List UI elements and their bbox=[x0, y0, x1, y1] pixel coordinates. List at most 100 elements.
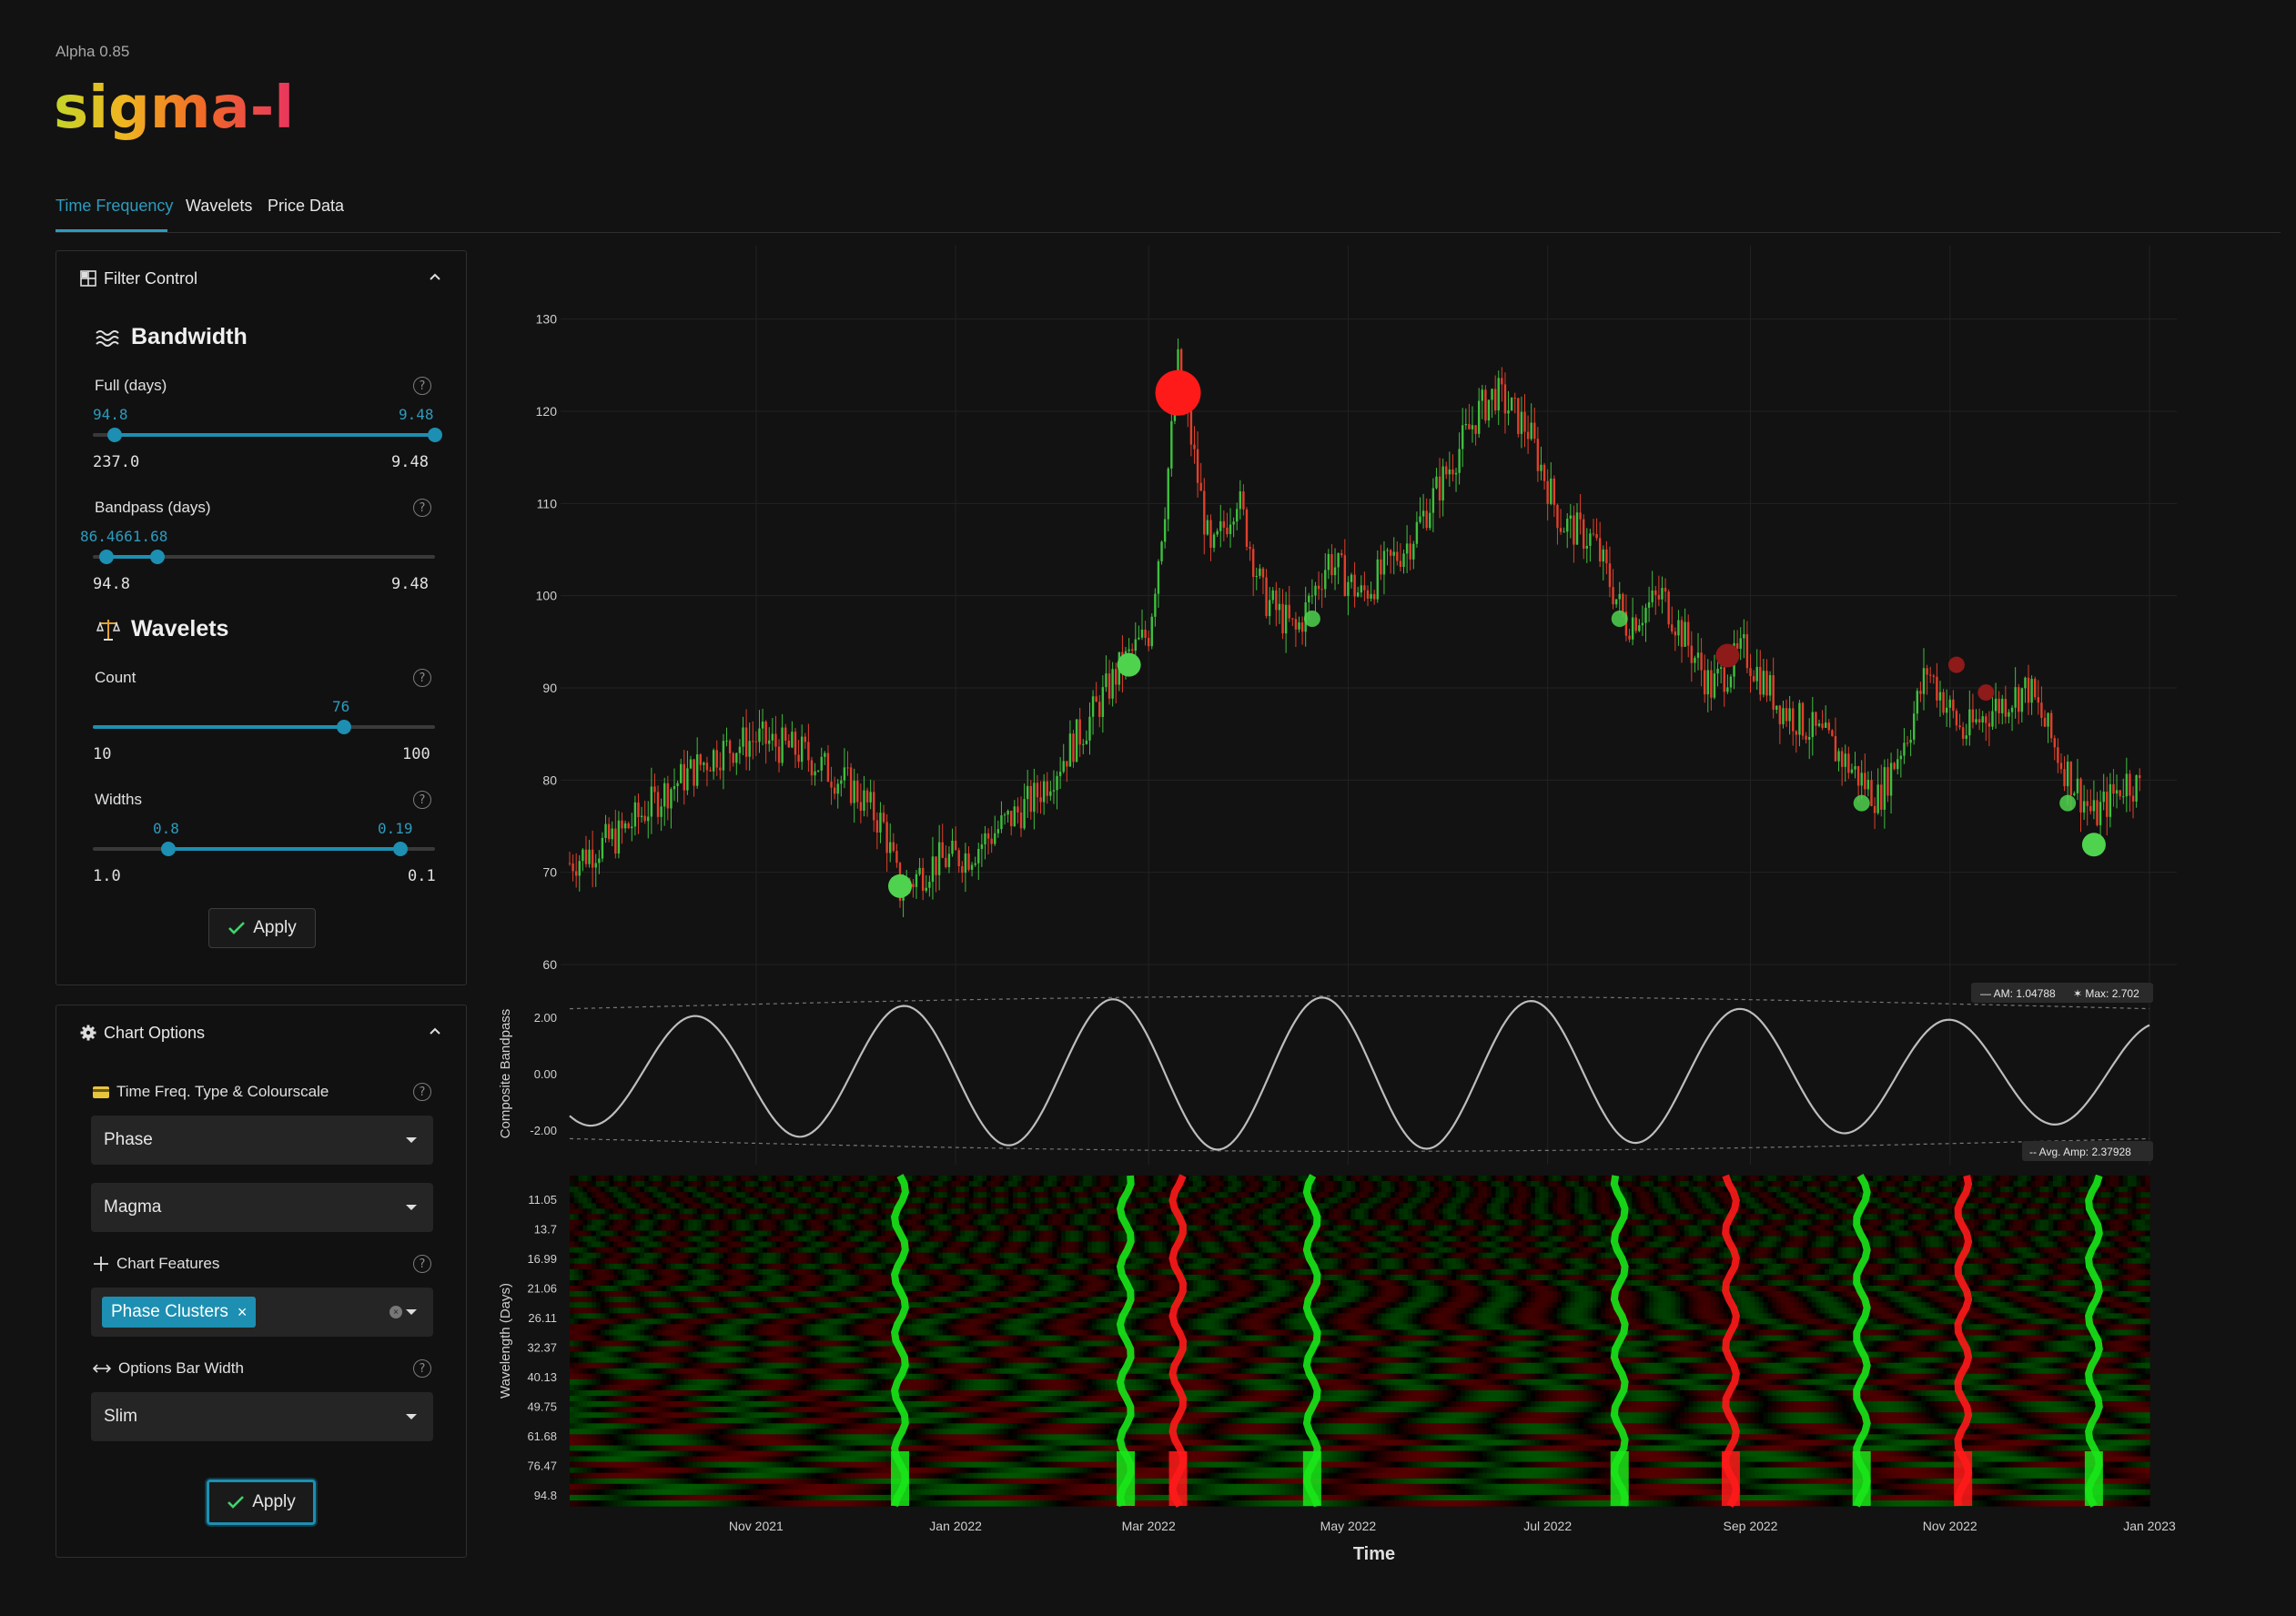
clear-icon[interactable]: × bbox=[389, 1306, 402, 1318]
candle-body bbox=[935, 856, 936, 875]
heatmap-cell bbox=[2070, 1187, 2075, 1193]
tab-time-frequency[interactable]: Time Frequency bbox=[56, 197, 173, 216]
help-icon[interactable]: ? bbox=[413, 377, 431, 395]
heatmap-cell bbox=[1781, 1176, 1785, 1182]
chart-options-header[interactable]: Chart Options bbox=[80, 1022, 205, 1044]
candle-body bbox=[945, 858, 946, 867]
help-icon[interactable]: ? bbox=[413, 1255, 431, 1273]
heatmap-cell bbox=[693, 1176, 697, 1182]
candle-body bbox=[723, 741, 724, 770]
tab-wavelets[interactable]: Wavelets bbox=[186, 197, 252, 216]
heatmap-cell bbox=[1421, 1181, 1426, 1187]
heatmap-cell bbox=[1320, 1181, 1325, 1187]
heatmap-cell bbox=[1776, 1187, 1781, 1193]
heatmap-cell bbox=[784, 1181, 789, 1187]
heatmap-cell bbox=[635, 1176, 640, 1182]
heatmap-cell bbox=[1210, 1176, 1215, 1182]
plus-icon bbox=[93, 1256, 109, 1272]
phase-cluster-marker bbox=[1854, 795, 1870, 812]
heatmap-cell bbox=[1974, 1176, 1978, 1182]
heatmap-cell bbox=[1540, 1187, 1544, 1193]
heatmap-cell bbox=[1465, 1176, 1470, 1182]
bandpass-thumb-min[interactable] bbox=[99, 550, 114, 564]
chart-options-apply-button[interactable]: Apply bbox=[207, 1480, 316, 1525]
candle-body bbox=[700, 754, 702, 765]
candle-body bbox=[1049, 792, 1051, 796]
heatmap-cell bbox=[1473, 1176, 1478, 1182]
candle-body bbox=[1478, 401, 1480, 434]
heatmap-cell bbox=[1535, 1181, 1540, 1187]
tf-type-select[interactable]: Phase bbox=[91, 1116, 433, 1165]
heatmap-cell bbox=[622, 1192, 627, 1198]
candle-body bbox=[1086, 741, 1087, 744]
chart-features-multiselect[interactable]: Phase Clusters × × bbox=[91, 1288, 433, 1337]
colourscale-select[interactable]: Magma bbox=[91, 1183, 433, 1232]
heatmap-cell bbox=[570, 1187, 574, 1193]
widths-thumb-max[interactable] bbox=[393, 842, 408, 856]
am-label: — AM: 1.04788 bbox=[1980, 987, 2056, 1000]
chevron-up-icon[interactable] bbox=[428, 269, 442, 284]
heatmap-cell bbox=[2145, 1181, 2149, 1187]
candle-body bbox=[965, 853, 966, 873]
heatmap-cell bbox=[1333, 1176, 1338, 1182]
heatmap-cell bbox=[1790, 1187, 1795, 1193]
heatmap-cell bbox=[583, 1176, 588, 1182]
heatmap-cell bbox=[1829, 1181, 1834, 1187]
heatmap-cell bbox=[609, 1181, 613, 1187]
candle-body bbox=[1511, 398, 1512, 410]
heatmap-cell bbox=[1926, 1176, 1930, 1182]
heatmap-cell bbox=[1395, 1181, 1400, 1187]
heatmap-cell bbox=[2123, 1181, 2128, 1187]
bandpass-days-slider[interactable] bbox=[93, 548, 435, 566]
time-frequency-chart[interactable]: — AM: 1.04788 ✶ Max: 2.702-- Avg. Amp: 2.… bbox=[482, 246, 2193, 1583]
heatmap-cell bbox=[1921, 1176, 1926, 1182]
help-icon[interactable]: ? bbox=[413, 669, 431, 687]
heatmap-cell bbox=[1807, 1176, 1812, 1182]
candle-body bbox=[1295, 619, 1297, 629]
heatmap-cell bbox=[1136, 1187, 1140, 1193]
widths-slider[interactable] bbox=[93, 840, 435, 858]
candle-body bbox=[1491, 389, 1492, 399]
help-icon[interactable]: ? bbox=[413, 1359, 431, 1378]
help-icon[interactable]: ? bbox=[413, 791, 431, 809]
heatmap-cell bbox=[745, 1176, 750, 1182]
heatmap-cell bbox=[1290, 1181, 1294, 1187]
bandpass-thumb-max[interactable] bbox=[150, 550, 165, 564]
heatmap-cell bbox=[2137, 1176, 2141, 1182]
heatmap-cell bbox=[1482, 1176, 1487, 1182]
heatmap-cell bbox=[1198, 1187, 1202, 1193]
candle-body bbox=[1929, 674, 1931, 675]
candle-body bbox=[729, 741, 731, 753]
filter-control-header[interactable]: Filter Control bbox=[80, 268, 197, 289]
bar-width-select[interactable]: Slim bbox=[91, 1392, 433, 1441]
heatmap-cell bbox=[969, 1181, 974, 1187]
heatmap-cell bbox=[1930, 1176, 1935, 1182]
count-slider[interactable] bbox=[93, 718, 435, 736]
count-thumb[interactable] bbox=[337, 720, 351, 734]
full-days-thumb-min[interactable] bbox=[107, 428, 122, 442]
heatmap-cell bbox=[723, 1181, 728, 1187]
candle-body bbox=[1837, 752, 1839, 762]
heatmap-cell bbox=[1470, 1187, 1474, 1193]
help-icon[interactable]: ? bbox=[413, 499, 431, 517]
tab-price-data[interactable]: Price Data bbox=[268, 197, 344, 216]
full-days-slider[interactable] bbox=[93, 426, 435, 444]
heatmap-cell bbox=[798, 1176, 803, 1182]
heatmap-cell bbox=[851, 1176, 855, 1182]
heatmap-cell bbox=[1008, 1176, 1013, 1182]
heatmap-cell bbox=[1680, 1176, 1684, 1182]
heatmap-cell bbox=[1742, 1176, 1746, 1182]
full-days-thumb-max[interactable] bbox=[428, 428, 442, 442]
candle-body bbox=[1256, 576, 1258, 577]
candle-body bbox=[794, 732, 796, 754]
heatmap-cell bbox=[1057, 1181, 1061, 1187]
help-icon[interactable]: ? bbox=[413, 1083, 431, 1101]
remove-chip-icon[interactable]: × bbox=[238, 1303, 248, 1322]
widths-thumb-min[interactable] bbox=[161, 842, 176, 856]
heatmap-cell bbox=[1364, 1176, 1369, 1182]
chevron-up-icon[interactable] bbox=[428, 1024, 442, 1038]
filter-apply-button[interactable]: Apply bbox=[208, 908, 316, 948]
heatmap-cell bbox=[1882, 1176, 1886, 1182]
heatmap-cell bbox=[2066, 1187, 2070, 1193]
heatmap-cell bbox=[1430, 1176, 1434, 1182]
